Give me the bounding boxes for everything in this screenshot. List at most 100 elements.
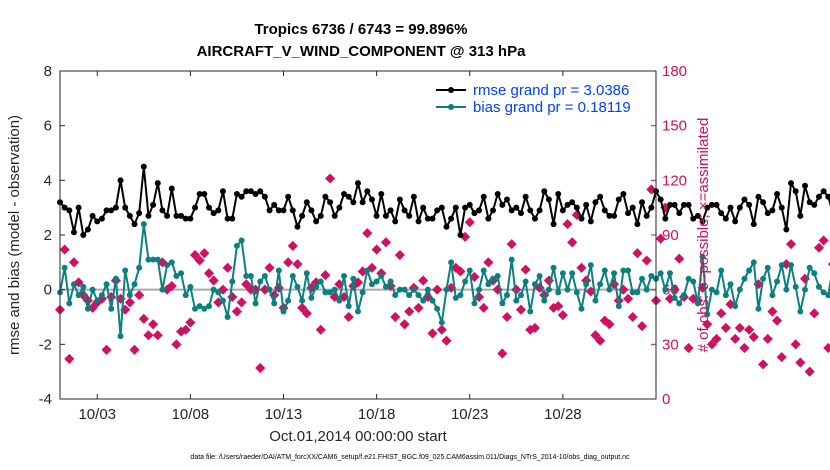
rmse-point xyxy=(285,193,292,200)
rmse-point xyxy=(364,188,371,195)
obs-point xyxy=(772,315,783,326)
rmse-point xyxy=(289,207,296,214)
bias-point xyxy=(485,281,492,288)
rmse-point xyxy=(122,204,129,211)
bias-point xyxy=(308,294,315,301)
bias-point xyxy=(61,264,68,271)
bias-point xyxy=(587,262,594,269)
bias-point xyxy=(215,289,222,296)
rmse-point xyxy=(271,201,278,208)
bias-point xyxy=(820,289,827,296)
bias-point xyxy=(247,272,254,279)
bias-point xyxy=(131,281,138,288)
rmse-point xyxy=(750,221,757,228)
bias-point xyxy=(94,297,101,304)
plot-area: -4-202468030609012015018010/0310/0810/13… xyxy=(39,63,830,423)
bias-point xyxy=(699,253,706,260)
rmse-point xyxy=(643,212,650,219)
rmse-point xyxy=(503,196,510,203)
obs-point xyxy=(809,308,820,319)
bias-point xyxy=(159,286,166,293)
obs-point xyxy=(189,249,201,261)
bias-point xyxy=(387,278,394,285)
obs-point xyxy=(371,244,382,255)
obs-point xyxy=(441,335,452,346)
bias-point xyxy=(452,294,459,301)
bias-point xyxy=(471,300,478,307)
bias-point xyxy=(229,278,236,285)
rmse-point xyxy=(485,215,492,222)
obs-point xyxy=(236,297,247,308)
obs-point xyxy=(557,310,568,321)
plot-frame xyxy=(59,70,657,400)
bias-point xyxy=(331,286,338,293)
rmse-point xyxy=(89,212,96,219)
rmse-point xyxy=(788,180,795,187)
rmse-point xyxy=(205,204,212,211)
obs-point xyxy=(413,302,424,313)
rmse-point xyxy=(490,207,497,214)
bias-point xyxy=(657,270,664,277)
obs-point xyxy=(706,339,717,350)
rmse-point xyxy=(508,207,515,214)
obs-point xyxy=(515,304,527,315)
rmse-point xyxy=(94,218,101,225)
bias-point xyxy=(317,278,324,285)
rmse-point xyxy=(392,218,399,225)
x-tick-label: 10/23 xyxy=(451,406,489,423)
bias-point xyxy=(448,259,455,266)
bias-point xyxy=(410,286,417,293)
rmse-point xyxy=(354,180,361,187)
bias-point xyxy=(289,272,296,279)
rmse-point xyxy=(452,204,459,211)
bias-point xyxy=(84,305,91,312)
rmse-point xyxy=(238,193,245,200)
bias-point xyxy=(573,289,580,296)
y-tick-label-right: 30 xyxy=(662,336,679,353)
rmse-point xyxy=(783,226,790,233)
bias-point xyxy=(685,275,692,282)
bias-point xyxy=(252,300,259,307)
rmse-point xyxy=(313,218,320,225)
rmse-point xyxy=(569,199,576,206)
bias-point xyxy=(555,289,562,296)
rmse-point xyxy=(466,201,473,208)
obs-point xyxy=(399,319,410,330)
rmse-point xyxy=(112,204,119,211)
rmse-point xyxy=(219,188,226,195)
bias-point xyxy=(788,262,795,269)
rmse-point xyxy=(261,193,268,200)
rmse-point xyxy=(266,207,273,214)
x-tick-label: 10/03 xyxy=(78,406,116,423)
rmse-point xyxy=(769,207,776,214)
obs-point xyxy=(134,290,145,301)
rmse-point xyxy=(233,190,240,197)
rmse-point xyxy=(98,215,105,222)
bias-point xyxy=(415,292,422,299)
rmse-point xyxy=(187,215,194,222)
y-tick-label-left: 4 xyxy=(44,172,52,189)
obs-point xyxy=(436,324,447,335)
obs-point xyxy=(762,333,773,344)
bias-point xyxy=(503,292,510,299)
bias-point xyxy=(373,278,380,285)
obs-point xyxy=(683,342,694,354)
rmse-point xyxy=(415,218,422,225)
rmse-point xyxy=(522,193,529,200)
rmse-point xyxy=(457,231,464,238)
bias-point xyxy=(513,297,520,304)
obs-point xyxy=(804,366,815,377)
obs-point xyxy=(143,330,154,341)
bias-point xyxy=(611,270,618,277)
obs-point xyxy=(432,284,443,295)
bias-point xyxy=(755,305,762,312)
obs-point xyxy=(790,339,801,350)
rmse-point xyxy=(601,207,608,214)
rmse-point xyxy=(168,185,175,192)
obs-point xyxy=(287,240,298,251)
bias-point xyxy=(401,286,408,293)
bias-point xyxy=(201,305,208,312)
obs-point xyxy=(255,362,266,374)
rmse-point xyxy=(192,204,199,211)
obs-point xyxy=(222,262,233,273)
